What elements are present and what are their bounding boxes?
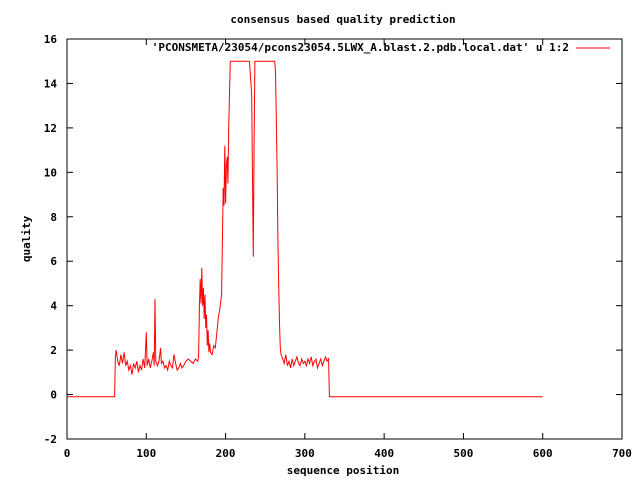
x-tick-label: 0 [64, 447, 71, 460]
y-axis: -2 0 2 4 6 8 10 12 14 16 [44, 33, 622, 446]
legend: 'PCONSMETA/23054/pcons23054.5LWX_A.blast… [152, 41, 610, 54]
y-tick-label: 10 [44, 166, 57, 179]
x-tick-label: 600 [533, 447, 553, 460]
x-tick-label: 700 [612, 447, 632, 460]
y-tick-label: 8 [50, 211, 57, 224]
x-tick-label: 500 [453, 447, 473, 460]
legend-label: 'PCONSMETA/23054/pcons23054.5LWX_A.blast… [152, 41, 569, 54]
chart-title: consensus based quality prediction [230, 13, 455, 26]
y-tick-label: 12 [44, 122, 57, 135]
series-layer [67, 60, 543, 398]
y-tick-label: 6 [50, 255, 57, 268]
x-tick-label: 100 [136, 447, 156, 460]
x-axis-label: sequence position [287, 464, 400, 477]
x-axis: 0 100 200 300 400 500 600 700 [64, 39, 632, 460]
y-tick-label: 0 [50, 389, 57, 402]
y-tick-label: 2 [50, 344, 57, 357]
y-axis-label: quality [20, 215, 33, 262]
y-tick-label: -2 [44, 433, 57, 446]
y-tick-label: 16 [44, 33, 58, 46]
x-tick-label: 400 [374, 447, 394, 460]
plot-frame [66, 38, 623, 440]
x-tick-label: 200 [216, 447, 236, 460]
y-tick-label: 4 [50, 300, 57, 313]
x-tick-label: 300 [295, 447, 315, 460]
y-tick-label: 14 [44, 77, 58, 90]
series-line-0 [67, 60, 543, 398]
